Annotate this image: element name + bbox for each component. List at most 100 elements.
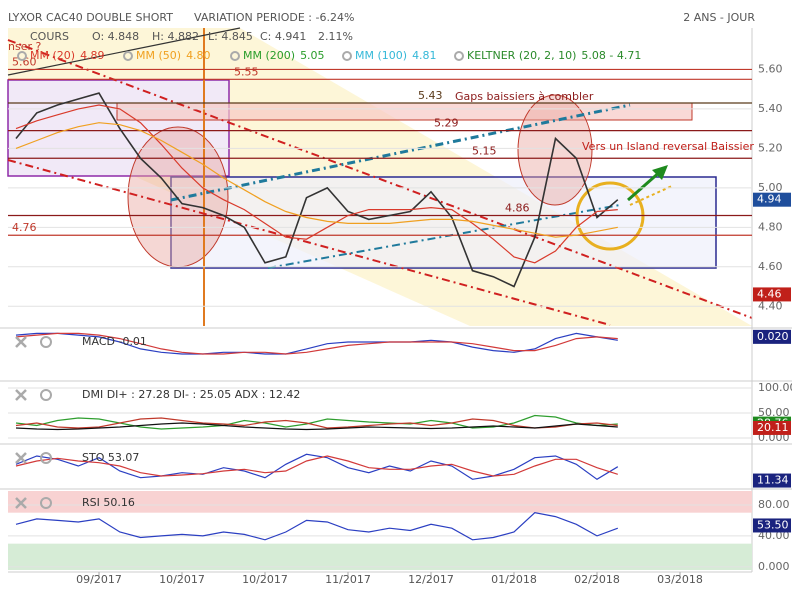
arrow-head: [652, 165, 668, 180]
y-tick-label: 0.000: [758, 560, 790, 573]
arrow: [629, 185, 673, 206]
zone: [8, 543, 752, 570]
settings-icon: [40, 336, 52, 348]
value-marker-label: 20.11: [757, 421, 789, 434]
period: 2 ANS - JOUR: [683, 11, 755, 24]
arrow: [627, 168, 663, 202]
close-icon: [15, 452, 27, 464]
y-tick-label: 50.00: [758, 406, 790, 419]
legend-label: MM (100): [355, 49, 407, 62]
y-tick-label: 80.00: [758, 498, 790, 511]
value-marker: [753, 473, 791, 488]
x-tick-label: 01/2018: [491, 573, 537, 586]
x-tick-label: 12/2017: [408, 573, 454, 586]
x-tick-label: 11/2017: [325, 573, 371, 586]
level-label: 5.29: [434, 117, 459, 130]
series-line: [15, 414, 618, 430]
value-marker: [753, 518, 791, 533]
series-line: [15, 332, 618, 355]
value-marker: [753, 287, 791, 302]
legend-label: MM (20): [30, 49, 75, 62]
x-tick-label: 03/2018: [657, 573, 703, 586]
highlight-ellipse: [517, 94, 593, 206]
series-line: [15, 104, 618, 264]
trend-line: [7, 159, 611, 326]
settings-icon: [40, 497, 52, 509]
series-line: [15, 455, 618, 477]
legend-value: 4.80: [186, 49, 211, 62]
y-tick-label: 5.20: [758, 141, 783, 154]
trend-line: [170, 103, 631, 202]
x-tick-label: 10/2017: [159, 573, 205, 586]
trend-line: [7, 39, 753, 319]
settings-icon: [40, 389, 52, 401]
zone: [8, 491, 752, 513]
value-marker: [753, 192, 791, 207]
range-box: [170, 176, 717, 269]
y-tick-label: 5.40: [758, 102, 783, 115]
settings-icon: [40, 452, 52, 464]
legend-value: 5.08 - 4.71: [581, 49, 641, 62]
level-label: 4.86: [505, 201, 530, 214]
legend-value: 5.05: [300, 49, 325, 62]
level-label: 4.76: [12, 221, 37, 234]
series-line: [15, 512, 619, 541]
series-line: [15, 122, 618, 238]
series-line: [15, 332, 618, 355]
level-label: 5.55: [234, 65, 259, 78]
y-tick-label: 100.00: [758, 381, 792, 394]
value-marker-label: 4.46: [757, 287, 782, 300]
close-icon: [15, 389, 27, 401]
y-tick-label: 4.80: [758, 220, 783, 233]
legend-value: 4.89: [80, 49, 105, 62]
value-marker: [753, 420, 791, 435]
y-tick-label: 5.60: [758, 62, 783, 75]
panel-title: DMI DI+ : 27.28 DI- : 25.05 ADX : 12.42: [82, 388, 300, 401]
trend-line: [267, 204, 621, 269]
quote-label: H: 4.882: [152, 30, 199, 43]
x-tick-label: 02/2018: [574, 573, 620, 586]
legend-label: MM (200): [243, 49, 295, 62]
series-line: [15, 453, 619, 481]
y-tick-label: 4.60: [758, 260, 783, 273]
legend-label: COURS: [30, 30, 69, 43]
value-marker: [753, 329, 791, 344]
legend-icon: [230, 51, 240, 61]
close-icon: [15, 336, 27, 348]
level-label: 5.15: [472, 144, 497, 157]
annotation: Gaps baissiers à combler: [455, 90, 594, 103]
series-line: [15, 92, 619, 288]
quote-label: O: 4.848: [92, 30, 139, 43]
legend-label: MM (50): [136, 49, 181, 62]
series-line: [15, 422, 618, 431]
panel-title: MACD -0.01: [82, 335, 147, 348]
legend-value: 4.81: [412, 49, 437, 62]
trend-line: [7, 27, 241, 76]
annotation: Vers un Island reversal Baissier: [582, 140, 754, 153]
quote-label: C: 4.941: [260, 30, 306, 43]
x-tick-label: 09/2017: [76, 573, 122, 586]
series-line: [15, 417, 618, 429]
value-marker-label: 0.020: [757, 330, 789, 343]
legend-icon: [454, 51, 464, 61]
value-marker-label: 4.94: [757, 193, 782, 206]
panel-title: RSI 50.16: [82, 496, 135, 509]
panel-title: STO 53.07: [82, 451, 139, 464]
value-marker-label: 53.50: [757, 518, 789, 531]
annotation: nser ?: [8, 40, 41, 53]
value-marker-label: 11.34: [757, 474, 789, 487]
legend-icon: [123, 51, 133, 61]
close-icon: [15, 497, 27, 509]
quote-label: 2.11%: [318, 30, 353, 43]
legend-icon: [342, 51, 352, 61]
legend-label: KELTNER (20, 2, 10): [467, 49, 576, 62]
y-tick-label: 4.40: [758, 299, 783, 312]
y-tick-label: 5.00: [758, 181, 783, 194]
legend-icon: [17, 51, 27, 61]
level-label: 5.43: [418, 89, 443, 102]
chart-title: LYXOR CAC40 DOUBLE SHORT: [8, 11, 173, 24]
variation: VARIATION PERIODE : -6.24%: [194, 11, 354, 24]
range-box: [7, 79, 230, 177]
quote-label: L: 4.845: [208, 30, 253, 43]
